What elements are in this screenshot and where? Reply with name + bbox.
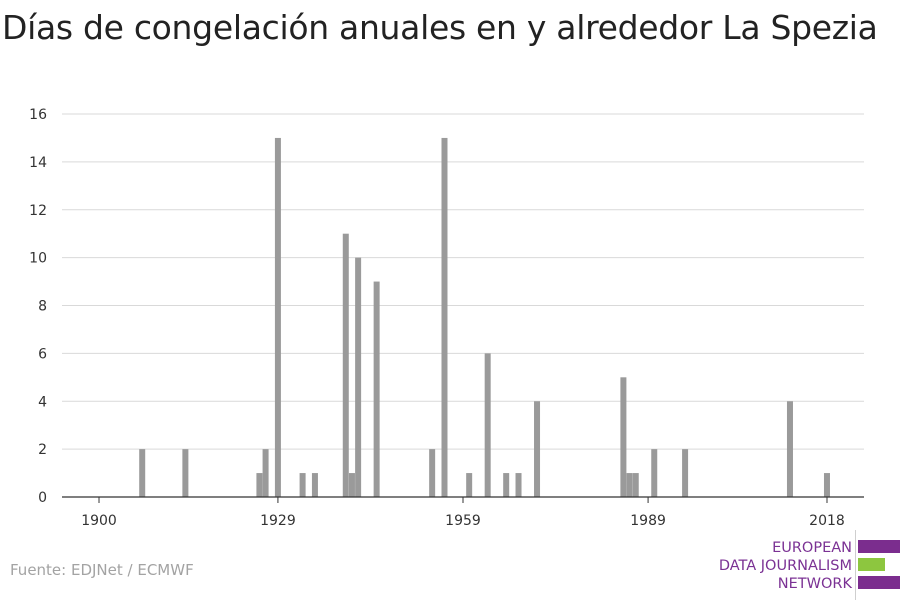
y-tick-label: 8 bbox=[38, 299, 47, 315]
y-tick-label: 10 bbox=[29, 251, 47, 267]
bar-1941 bbox=[348, 473, 355, 497]
bar-1987 bbox=[632, 473, 639, 497]
bar-1990 bbox=[651, 449, 658, 498]
x-tick-label: 1900 bbox=[81, 513, 117, 529]
edjnet-logo[interactable]: EUROPEAN DATA JOURNALISM NETWORK bbox=[700, 530, 900, 600]
bar-1986 bbox=[626, 473, 633, 497]
logo-divider bbox=[855, 530, 856, 600]
bar-1933 bbox=[299, 473, 306, 497]
y-tick-label: 0 bbox=[38, 490, 47, 506]
x-tick-label: 1989 bbox=[630, 513, 666, 529]
x-tick-labels: 1900 1929 1959 1989 2018 bbox=[81, 497, 845, 529]
bar-1940 bbox=[342, 233, 349, 497]
bar-1942 bbox=[355, 257, 362, 498]
x-tick-label: 1959 bbox=[445, 513, 481, 529]
logo-bar-middle bbox=[858, 558, 885, 571]
logo-bar-top bbox=[858, 540, 900, 553]
bar-1968 bbox=[515, 473, 522, 497]
chart-title: Días de congelación anuales en y alreded… bbox=[2, 8, 878, 47]
x-tick-label: 2018 bbox=[809, 513, 845, 529]
bar-1971 bbox=[534, 401, 541, 497]
bar-1927 bbox=[262, 449, 269, 498]
bar-1963 bbox=[484, 353, 491, 498]
bar-1985 bbox=[620, 377, 627, 497]
bar-1954 bbox=[429, 449, 436, 498]
logo-line-network: NETWORK bbox=[777, 576, 852, 592]
bars bbox=[139, 137, 830, 498]
bar-1914 bbox=[182, 449, 189, 498]
bar-2012 bbox=[786, 401, 793, 497]
y-tick-label: 2 bbox=[38, 442, 47, 458]
source-note: Fuente: EDJNet / ECMWF bbox=[10, 561, 194, 579]
bar-1926 bbox=[256, 473, 263, 497]
x-tick-label: 1929 bbox=[260, 513, 296, 529]
y-tick-labels: 0 2 4 6 8 10 12 14 16 bbox=[29, 107, 47, 506]
y-tick-label: 6 bbox=[38, 346, 47, 362]
bar-1995 bbox=[682, 449, 689, 498]
logo-bar-bottom bbox=[858, 576, 900, 589]
y-tick-label: 16 bbox=[29, 107, 47, 123]
y-tick-label: 14 bbox=[29, 155, 47, 171]
logo-line-data-journalism: DATA JOURNALISM bbox=[718, 558, 852, 574]
logo-line-european: EUROPEAN bbox=[772, 540, 852, 556]
bar-1929 bbox=[274, 137, 281, 497]
y-tick-label: 12 bbox=[29, 203, 47, 219]
bar-2018 bbox=[823, 473, 830, 497]
bar-1966 bbox=[503, 473, 510, 497]
y-tick-label: 4 bbox=[38, 394, 47, 410]
bar-1945 bbox=[373, 281, 380, 497]
gridlines bbox=[62, 113, 864, 450]
bar-1960 bbox=[466, 473, 473, 497]
bar-1956 bbox=[441, 137, 448, 497]
bar-1907 bbox=[139, 449, 146, 498]
bar-1935 bbox=[311, 473, 318, 497]
